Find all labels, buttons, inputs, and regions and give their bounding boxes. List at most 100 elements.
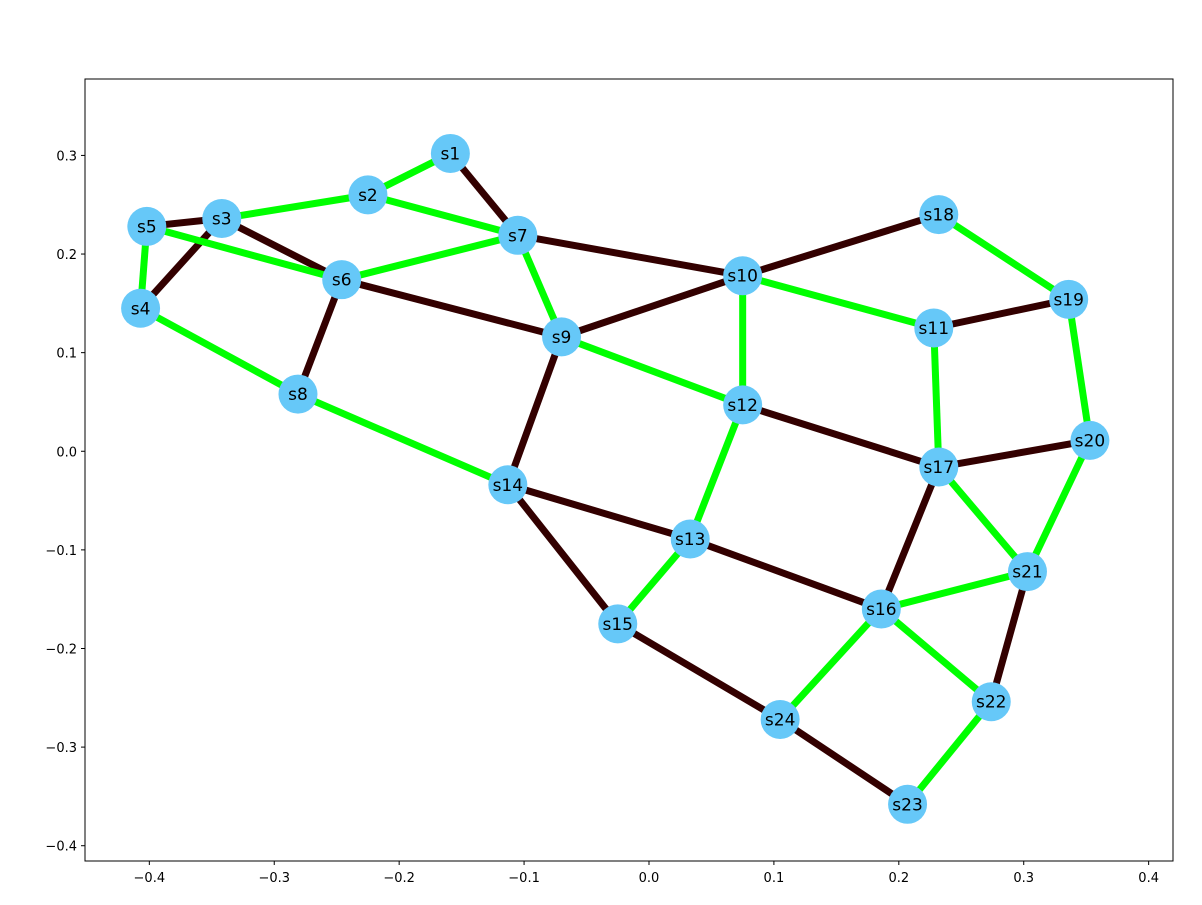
edge-s9-s14	[504, 335, 565, 486]
node-s24[interactable]: s24	[760, 699, 800, 739]
node-label: s2	[358, 186, 378, 206]
node-label: s18	[924, 206, 955, 226]
node-s3[interactable]: s3	[202, 199, 242, 239]
node-label: s5	[137, 217, 157, 237]
node-circle	[598, 604, 638, 644]
node-circle	[1007, 552, 1047, 592]
edge-s13-s16	[689, 535, 883, 613]
node-s4[interactable]: s4	[121, 288, 161, 328]
node-s2[interactable]: s2	[348, 175, 388, 215]
node-s7[interactable]: s7	[498, 215, 538, 255]
y-axis: 0.3 0.2 0.1 0.0 −0.1 −0.2 −0.3 −0.4	[45, 149, 85, 855]
edge-s11-s17	[930, 327, 943, 468]
edge-s14-s15	[505, 482, 621, 627]
edge-s3-s4	[137, 216, 225, 311]
node-circle	[202, 199, 242, 239]
node-label: s9	[552, 328, 572, 348]
node-s10[interactable]: s10	[723, 256, 763, 296]
y-tick-label: 0.2	[56, 248, 77, 263]
node-circle	[919, 447, 959, 487]
node-circle	[919, 195, 959, 235]
edge-s2-s7	[367, 191, 519, 239]
node-label: s7	[508, 226, 528, 246]
node-circle	[861, 589, 901, 629]
edge-s6-s8	[294, 278, 345, 396]
edge-s9-s12	[560, 333, 744, 409]
y-tick-label: −0.3	[45, 741, 77, 756]
edge-s18-s19	[936, 211, 1071, 303]
edge-s15-s24	[615, 620, 782, 723]
node-circle	[723, 256, 763, 296]
edge-s7-s10	[517, 231, 744, 280]
node-s20[interactable]: s20	[1070, 420, 1110, 460]
y-tick-label: 0.1	[56, 347, 77, 362]
edge-s10-s18	[741, 211, 940, 280]
node-label: s14	[493, 476, 524, 496]
node-label: s21	[1012, 563, 1043, 583]
node-circle	[971, 682, 1011, 722]
node-circle	[760, 699, 800, 739]
edge-s5-s6	[145, 223, 343, 284]
plot-frame	[84, 78, 1174, 862]
node-s16[interactable]: s16	[861, 589, 901, 629]
node-s22[interactable]: s22	[971, 682, 1011, 722]
edge-s11-s19	[933, 295, 1070, 332]
node-s5[interactable]: s5	[127, 206, 167, 246]
node-s9[interactable]: s9	[542, 317, 582, 357]
x-tick-label: 0.0	[639, 871, 660, 886]
node-s11[interactable]: s11	[914, 308, 954, 348]
node-circle	[914, 308, 954, 348]
edge-s2-s3	[221, 191, 369, 222]
node-circle	[127, 206, 167, 246]
node-circle	[670, 519, 710, 559]
node-circle	[430, 133, 470, 173]
node-label: s17	[924, 458, 955, 478]
edge-s14-s13	[506, 481, 692, 543]
node-circle	[488, 465, 528, 505]
node-label: s10	[727, 267, 758, 287]
edge-s24-s23	[778, 716, 910, 808]
node-circle	[1049, 279, 1089, 319]
node-label: s20	[1075, 431, 1106, 451]
node-label: s11	[919, 319, 950, 339]
node-label: s3	[212, 210, 232, 230]
node-circle	[888, 784, 928, 824]
edge-s6-s7	[340, 231, 519, 284]
node-label: s23	[892, 795, 923, 815]
edge-s17-s20	[938, 436, 1091, 471]
node-s12[interactable]: s12	[723, 385, 763, 425]
edge-s12-s13	[686, 403, 746, 541]
edge-s21-s22	[987, 570, 1031, 703]
node-s21[interactable]: s21	[1007, 552, 1047, 592]
node-circle	[498, 215, 538, 255]
nodes-layer: s1 s2 s3 s4 s5 s6 s7 s8 s9 s10 s11 s12 s13 s14 s15 s16 s…	[121, 133, 1110, 824]
x-tick-label: −0.1	[508, 871, 540, 886]
node-s1[interactable]: s1	[430, 133, 470, 173]
node-s18[interactable]: s18	[919, 195, 959, 235]
y-tick-label: −0.1	[45, 544, 77, 559]
x-tick-label: 0.2	[888, 871, 909, 886]
edge-s19-s20	[1065, 298, 1094, 441]
node-label: s16	[866, 600, 897, 620]
node-label: s4	[131, 299, 151, 319]
edge-s16-s21	[880, 568, 1029, 613]
node-s13[interactable]: s13	[670, 519, 710, 559]
node-label: s22	[976, 693, 1007, 713]
node-label: s8	[288, 385, 308, 405]
node-s19[interactable]: s19	[1049, 279, 1089, 319]
edge-s20-s21	[1024, 438, 1094, 574]
x-tick-label: 0.4	[1138, 871, 1159, 886]
node-label: s13	[675, 530, 706, 550]
node-circle	[542, 317, 582, 357]
node-s15[interactable]: s15	[598, 604, 638, 644]
edge-s3-s6	[220, 215, 344, 283]
node-s14[interactable]: s14	[488, 465, 528, 505]
node-label: s15	[603, 615, 634, 635]
node-s17[interactable]: s17	[919, 447, 959, 487]
node-s6[interactable]: s6	[322, 260, 362, 300]
edge-s9-s10	[560, 272, 744, 341]
edge-s4-s8	[138, 305, 300, 398]
node-s8[interactable]: s8	[278, 374, 318, 414]
node-s23[interactable]: s23	[888, 784, 928, 824]
